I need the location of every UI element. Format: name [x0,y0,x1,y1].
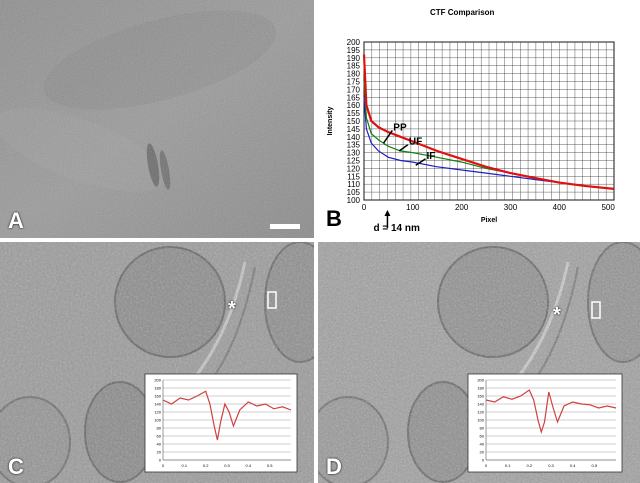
panel-label-d: D [326,454,342,479]
inset-profile-line [162,390,292,441]
inset-x-tick: 0.1 [505,463,511,468]
panel-c-image: 0 20 40 60 80 100 120 140 160 180 200 0 0.1 0.2 0.3 0.4… [0,242,314,483]
inset-y-tick: 140 [154,402,161,407]
x-tick-label: 300 [504,203,518,212]
annotation-d: d = 14 nm [373,223,420,234]
ctf-chart: 1001051101151201251301351401451501551601… [327,38,615,234]
panel-a-image [0,0,314,238]
annotation-pp: PP [393,122,407,133]
y-tick-label: 200 [347,38,361,47]
y-tick-label: 105 [347,188,361,197]
arrow-d-head [384,210,391,216]
scale-bar [270,224,300,229]
y-tick-label: 155 [347,109,361,118]
y-axis-label: Intensity [327,107,334,136]
inset-y-tick: 100 [477,418,484,423]
y-tick-label: 175 [347,78,361,87]
y-tick-label: 170 [347,85,361,94]
inset-x-tick: 0.4 [570,463,576,468]
panel-a: A [0,0,314,238]
y-tick-label: 135 [347,141,361,150]
inset-y-tick: 180 [154,386,161,391]
inset-y-tick: 60 [480,434,485,439]
x-tick-label: 200 [455,203,469,212]
panel-d-image: 0 20 40 60 80 100 120 140 160 180 200 0 0.1 0.2 0.3 0.4… [318,242,640,483]
chart-title: CTF Comparison [430,8,495,17]
inset-y-tick: 120 [154,410,161,415]
inset-y-tick: 20 [480,450,485,455]
asterisk-d: * [553,304,561,326]
inset-y-tick: 0 [482,458,485,463]
inset-y-tick: 60 [157,434,162,439]
arrow-pp [382,130,393,144]
y-tick-label: 125 [347,157,361,166]
y-tick-label: 185 [347,62,361,71]
annotation-uf: UF [409,137,422,148]
inset-y-tick: 160 [477,394,484,399]
inset-y-tick: 180 [477,386,484,391]
y-tick-label: 140 [347,133,361,142]
inset-y-tick: 40 [480,442,485,447]
x-tick-label: 100 [406,203,420,212]
panel-d: 0 20 40 60 80 100 120 140 160 180 200 0 0.1 0.2 0.3 0.4… [318,242,640,483]
inset-x-tick: 0.2 [527,463,533,468]
y-tick-label: 190 [347,54,361,63]
inset-y-tick: 80 [157,426,162,431]
inset-plot-d [467,373,623,473]
panel-label-b: B [326,206,342,231]
y-tick-label: 150 [347,117,361,126]
annotation-if: IF [427,151,436,162]
inset-x-tick: 0 [485,463,488,468]
x-tick-label: 0 [362,203,367,212]
inset-x-tick: 0.5 [267,463,273,468]
y-tick-label: 130 [347,149,361,158]
inset-profile-line [485,389,617,435]
panel-label-a: A [8,208,24,233]
measurement-box-d [591,301,601,319]
inset-x-tick: 0.1 [182,463,188,468]
asterisk-c: * [228,298,236,320]
y-tick-label: 110 [347,180,360,189]
y-tick-label: 180 [347,70,361,79]
panel-b: CTF Comparison 100 105 110 115 120 125 130 135 1… [318,0,640,238]
inset-x-tick: 0.5 [592,463,598,468]
inset-y-tick: 40 [157,442,162,447]
inset-y-tick: 200 [154,378,161,383]
arrow-uf [398,144,409,152]
inset-y-tick: 20 [157,450,162,455]
inset-y-tick: 0 [159,458,162,463]
inset-x-tick: 0.4 [246,463,252,468]
x-axis-label: Pixel [481,217,497,224]
series-line-pp [362,54,615,190]
y-tick-label: 165 [347,93,361,102]
x-tick-label: 400 [553,203,567,212]
inset-x-tick: 0 [162,463,165,468]
inset-y-tick: 120 [477,410,484,415]
inset-x-tick: 0.3 [548,463,554,468]
y-tick-label: 145 [347,125,361,134]
y-tick-label: 120 [347,164,361,173]
panel-c: 0 20 40 60 80 100 120 140 160 180 200 0 0.1 0.2 0.3 0.4… [0,242,314,483]
inset-y-tick: 160 [154,394,161,399]
y-tick-label: 100 [347,196,361,205]
y-tick-label: 195 [347,46,361,55]
inset-x-tick: 0.2 [203,463,209,468]
inset-y-tick: 100 [154,418,161,423]
inset-x-tick: 0.3 [224,463,230,468]
y-tick-label: 160 [347,101,361,110]
x-tick-label: 500 [601,203,615,212]
arrow-if [415,158,426,166]
panel-label-c: C [8,454,24,479]
inset-y-tick: 200 [477,378,484,383]
y-tick-label: 115 [347,172,360,181]
inset-y-tick: 140 [477,402,484,407]
inset-y-tick: 80 [480,426,485,431]
measurement-box [267,291,277,309]
